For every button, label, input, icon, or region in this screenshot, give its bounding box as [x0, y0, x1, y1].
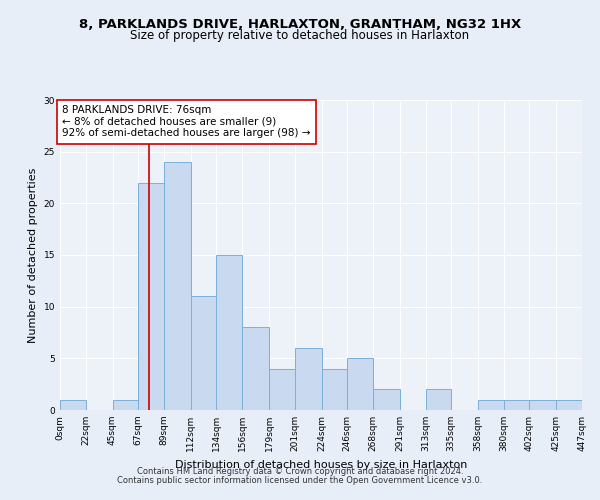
Bar	[347, 358, 373, 410]
Bar	[217, 255, 242, 410]
Bar	[164, 162, 191, 410]
Bar	[269, 368, 295, 410]
Y-axis label: Number of detached properties: Number of detached properties	[28, 168, 38, 342]
Bar	[322, 368, 347, 410]
Bar	[504, 400, 529, 410]
Bar	[191, 296, 217, 410]
X-axis label: Distribution of detached houses by size in Harlaxton: Distribution of detached houses by size …	[175, 460, 467, 469]
Bar	[529, 400, 556, 410]
Bar	[242, 328, 269, 410]
Text: 8, PARKLANDS DRIVE, HARLAXTON, GRANTHAM, NG32 1HX: 8, PARKLANDS DRIVE, HARLAXTON, GRANTHAM,…	[79, 18, 521, 30]
Bar	[556, 400, 582, 410]
Bar	[138, 182, 164, 410]
Bar	[113, 400, 138, 410]
Bar	[60, 400, 86, 410]
Text: Contains public sector information licensed under the Open Government Licence v3: Contains public sector information licen…	[118, 476, 482, 485]
Text: Contains HM Land Registry data © Crown copyright and database right 2024.: Contains HM Land Registry data © Crown c…	[137, 467, 463, 476]
Bar	[295, 348, 322, 410]
Bar	[425, 390, 451, 410]
Bar	[478, 400, 504, 410]
Text: 8 PARKLANDS DRIVE: 76sqm
← 8% of detached houses are smaller (9)
92% of semi-det: 8 PARKLANDS DRIVE: 76sqm ← 8% of detache…	[62, 105, 311, 138]
Text: Size of property relative to detached houses in Harlaxton: Size of property relative to detached ho…	[130, 29, 470, 42]
Bar	[373, 390, 400, 410]
